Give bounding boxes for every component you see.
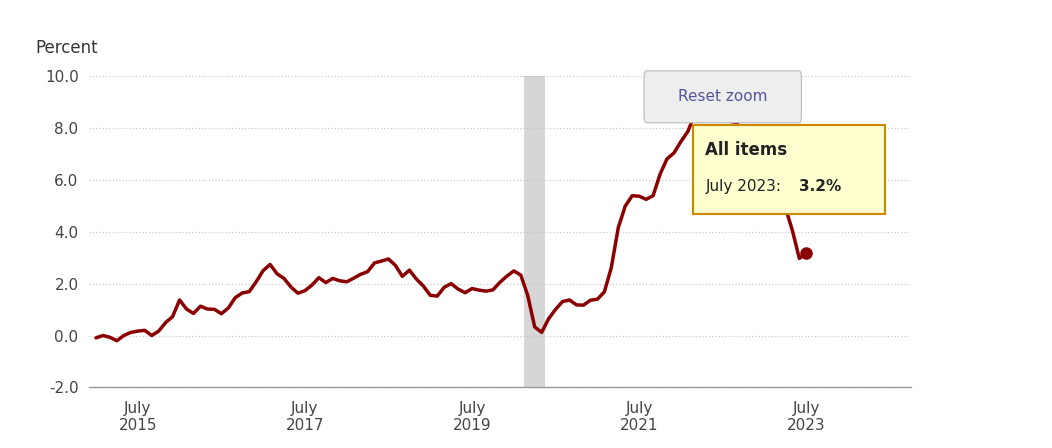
Text: Percent: Percent (36, 39, 98, 57)
Bar (524, 76, 545, 388)
Text: July 2023:: July 2023: (705, 179, 786, 194)
Text: Reset zoom: Reset zoom (677, 89, 768, 104)
FancyBboxPatch shape (693, 125, 885, 214)
FancyBboxPatch shape (644, 71, 802, 123)
Text: All items: All items (705, 141, 788, 159)
Text: 3.2%: 3.2% (800, 179, 842, 194)
